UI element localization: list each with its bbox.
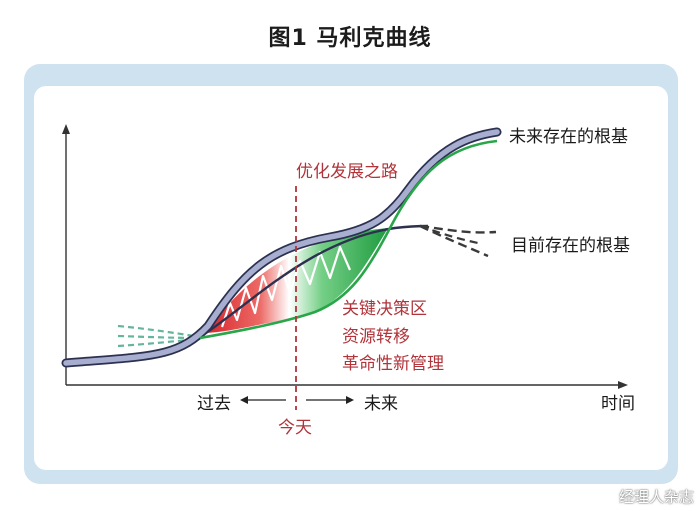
- new-management-label: 革命性新管理: [342, 354, 444, 374]
- future-foundation-curve: [199, 139, 498, 340]
- future-label: 未来: [364, 394, 398, 414]
- diagram-title: 图1 马利克曲线: [268, 26, 432, 51]
- past-arrowhead: [240, 396, 248, 404]
- current-foundation-dashed-tail: [419, 224, 479, 245]
- upper-development-curve-fill: [63, 129, 500, 366]
- current-foundation-dashed-tail: [419, 224, 497, 234]
- past-label: 过去: [197, 394, 231, 414]
- watermark: 经理人杂志: [618, 488, 694, 506]
- current-foundation-curve-outline: [199, 224, 429, 339]
- x-axis-label: 时间: [601, 394, 635, 414]
- future-arrowhead: [346, 396, 354, 404]
- y-axis-arrow: [62, 124, 70, 134]
- resource-transfer-label: 资源转移: [342, 327, 410, 347]
- current-foundation-label: 目前存在的根基: [511, 236, 630, 256]
- critical-zone-label: 关键决策区: [342, 299, 427, 319]
- today-label: 今天: [278, 418, 312, 438]
- future-foundation-label: 未来存在的根基: [509, 127, 628, 147]
- optimised-path-label: 优化发展之路: [296, 162, 398, 182]
- x-axis-arrow: [618, 381, 628, 389]
